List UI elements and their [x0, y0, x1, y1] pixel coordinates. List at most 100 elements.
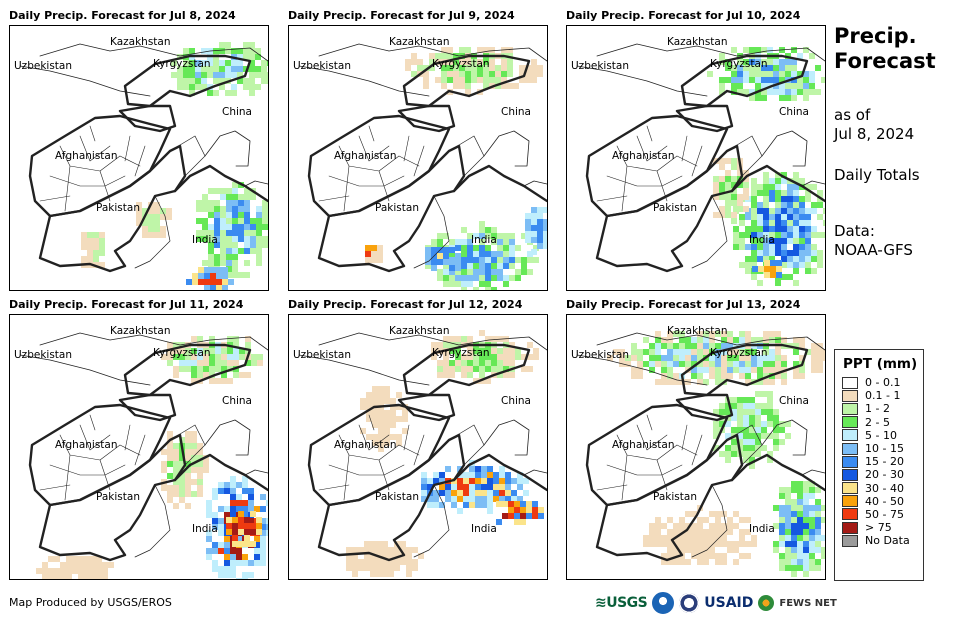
- legend-label: 1 - 2: [865, 402, 890, 416]
- label-india: India: [192, 523, 218, 535]
- legend-item: > 75: [842, 521, 923, 534]
- forecast-panel-2: Daily Precip. Forecast for Jul 9, 2024: [288, 9, 548, 299]
- legend-swatch: [842, 468, 858, 481]
- label-kazakhstan: Kazakhstan: [110, 325, 171, 337]
- label-kazakhstan: Kazakhstan: [389, 36, 450, 48]
- legend-label: > 75: [865, 521, 892, 535]
- legend-swatch: [842, 389, 858, 402]
- label-uzbekistan: Uzbekistan: [293, 349, 351, 361]
- label-india: India: [749, 234, 775, 246]
- data-line-1: Data:: [834, 222, 875, 240]
- legend-item: 50 - 75: [842, 508, 923, 521]
- forecast-panel-1: Daily Precip. Forecast for Jul 8, 2024: [9, 9, 269, 299]
- label-pakistan: Pakistan: [375, 491, 419, 503]
- borders-layer: [576, 332, 825, 562]
- legend-item: 0 - 0.1: [842, 376, 923, 389]
- label-pakistan: Pakistan: [653, 202, 697, 214]
- legend-item: 2 - 5: [842, 416, 923, 429]
- label-afghanistan: Afghanistan: [612, 439, 675, 451]
- label-uzbekistan: Uzbekistan: [293, 60, 351, 72]
- forecast-panel-4: Daily Precip. Forecast for Jul 11, 2024: [9, 298, 269, 588]
- data-line-2: NOAA-GFS: [834, 241, 913, 259]
- legend-item: 15 - 20: [842, 455, 923, 468]
- panel-title: Daily Precip. Forecast for Jul 11, 2024: [9, 298, 244, 311]
- label-china: China: [501, 395, 531, 407]
- label-kazakhstan: Kazakhstan: [667, 36, 728, 48]
- legend-label: 40 - 50: [865, 494, 904, 508]
- label-pakistan: Pakistan: [96, 202, 140, 214]
- label-kyrgyzstan: Kyrgyzstan: [710, 347, 768, 359]
- precip-layer: [365, 47, 547, 290]
- label-india: India: [192, 234, 218, 246]
- legend-label: 2 - 5: [865, 415, 890, 429]
- label-afghanistan: Afghanistan: [55, 150, 118, 162]
- borders-layer: [576, 43, 825, 273]
- label-kyrgyzstan: Kyrgyzstan: [432, 58, 490, 70]
- label-kazakhstan: Kazakhstan: [389, 325, 450, 337]
- legend-swatch: [842, 442, 858, 455]
- legend-swatch: [842, 521, 858, 534]
- panel-title: Daily Precip. Forecast for Jul 13, 2024: [566, 298, 801, 311]
- legend-item: 5 - 10: [842, 429, 923, 442]
- legend-item: 40 - 50: [842, 495, 923, 508]
- panel-title: Daily Precip. Forecast for Jul 8, 2024: [9, 9, 236, 22]
- label-afghanistan: Afghanistan: [55, 439, 118, 451]
- precip-map: Kazakhstan Uzbekistan Kyrgyzstan China A…: [566, 314, 826, 580]
- legend-swatch: [842, 534, 858, 547]
- legend-swatch: [842, 495, 858, 508]
- label-china: China: [222, 395, 252, 407]
- legend-item: 30 - 40: [842, 482, 923, 495]
- forecast-panel-5: Daily Precip. Forecast for Jul 12, 2024: [288, 298, 548, 588]
- fews-net-icon: [758, 595, 775, 611]
- label-china: China: [222, 106, 252, 118]
- legend-label: 50 - 75: [865, 507, 904, 521]
- fews-net-logo: FEWS NET: [779, 597, 837, 609]
- label-uzbekistan: Uzbekistan: [14, 349, 72, 361]
- panel-title: Daily Precip. Forecast for Jul 9, 2024: [288, 9, 515, 22]
- header-block: Precip. Forecast as of Jul 8, 2024 Daily…: [834, 24, 964, 260]
- label-china: China: [501, 106, 531, 118]
- logo-bar: ≋USGS USAID FEWS NET: [595, 591, 837, 615]
- usaid-logo: USAID: [704, 595, 754, 611]
- label-pakistan: Pakistan: [96, 491, 140, 503]
- title-line-1: Precip.: [834, 24, 917, 48]
- borders-layer: [19, 43, 268, 273]
- label-uzbekistan: Uzbekistan: [571, 60, 629, 72]
- label-india: India: [749, 523, 775, 535]
- legend-label: 0.1 - 1: [865, 389, 901, 403]
- totals-text: Daily Totals: [834, 166, 920, 184]
- label-uzbekistan: Uzbekistan: [14, 60, 72, 72]
- label-afghanistan: Afghanistan: [334, 150, 397, 162]
- legend-label: 20 - 30: [865, 468, 904, 482]
- as-of-text: as of Jul 8, 2024: [834, 106, 964, 144]
- legend-swatch: [842, 429, 858, 442]
- label-china: China: [779, 395, 809, 407]
- footer-credit: Map Produced by USGS/EROS: [9, 596, 172, 609]
- label-india: India: [471, 523, 497, 535]
- label-kyrgyzstan: Kyrgyzstan: [432, 347, 490, 359]
- precip-map: Kazakhstan Uzbekistan Kyrgyzstan China A…: [566, 25, 826, 291]
- as-of-line-2: Jul 8, 2024: [834, 125, 915, 143]
- label-kyrgyzstan: Kyrgyzstan: [153, 347, 211, 359]
- borders-layer: [298, 332, 547, 562]
- legend-label: 30 - 40: [865, 481, 904, 495]
- legend-swatch: [842, 508, 858, 521]
- label-china: China: [779, 106, 809, 118]
- main-title: Precip. Forecast: [834, 24, 964, 74]
- legend-label: 10 - 15: [865, 442, 904, 456]
- legend-title: PPT (mm): [843, 356, 918, 372]
- noaa-logo: [652, 592, 675, 614]
- label-pakistan: Pakistan: [375, 202, 419, 214]
- label-uzbekistan: Uzbekistan: [571, 349, 629, 361]
- dos-seal-logo: [679, 593, 700, 613]
- title-line-2: Forecast: [834, 49, 936, 73]
- precip-map: Kazakhstan Uzbekistan Kyrgyzstan China A…: [9, 314, 269, 580]
- label-kazakhstan: Kazakhstan: [667, 325, 728, 337]
- legend-label: 0 - 0.1: [865, 376, 901, 390]
- legend-item: 10 - 15: [842, 442, 923, 455]
- precip-map: Kazakhstan Uzbekistan Kyrgyzstan China A…: [288, 25, 548, 291]
- precip-layer: [707, 47, 825, 286]
- as-of-line-1: as of: [834, 106, 871, 124]
